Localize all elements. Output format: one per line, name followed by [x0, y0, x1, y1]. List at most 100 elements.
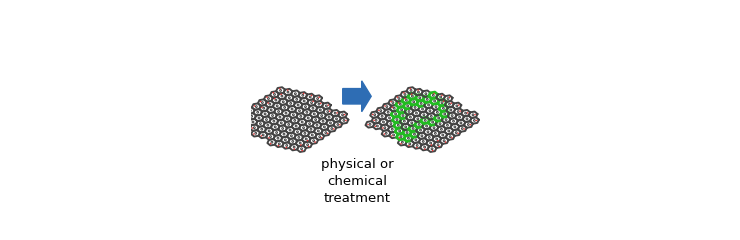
Circle shape — [270, 109, 272, 111]
Circle shape — [255, 132, 257, 134]
Circle shape — [408, 137, 409, 139]
Circle shape — [282, 128, 283, 129]
Circle shape — [278, 145, 279, 146]
Circle shape — [402, 115, 404, 116]
Circle shape — [287, 89, 289, 91]
Circle shape — [449, 136, 451, 138]
Circle shape — [287, 91, 289, 93]
Circle shape — [434, 132, 437, 134]
Circle shape — [367, 124, 369, 125]
Circle shape — [269, 136, 272, 138]
Circle shape — [275, 126, 276, 128]
Circle shape — [424, 120, 426, 121]
Circle shape — [329, 122, 332, 124]
Circle shape — [386, 106, 388, 108]
Circle shape — [286, 147, 287, 148]
Circle shape — [253, 133, 255, 135]
Circle shape — [428, 137, 430, 138]
Circle shape — [396, 119, 398, 120]
Circle shape — [266, 119, 267, 120]
Circle shape — [416, 112, 417, 114]
Circle shape — [415, 139, 417, 141]
Circle shape — [266, 96, 268, 98]
Circle shape — [312, 107, 314, 109]
Circle shape — [304, 132, 306, 134]
Circle shape — [311, 102, 312, 103]
Circle shape — [436, 138, 437, 140]
Circle shape — [261, 102, 263, 103]
Circle shape — [400, 103, 401, 105]
Circle shape — [327, 111, 329, 113]
Circle shape — [329, 116, 330, 118]
Circle shape — [311, 95, 312, 96]
Circle shape — [394, 107, 395, 109]
Circle shape — [296, 98, 297, 100]
Circle shape — [327, 132, 329, 134]
Circle shape — [322, 120, 324, 122]
Circle shape — [298, 110, 300, 112]
Circle shape — [272, 92, 274, 94]
Circle shape — [369, 124, 371, 125]
Circle shape — [413, 101, 414, 103]
Circle shape — [252, 121, 254, 123]
Circle shape — [306, 140, 308, 141]
Circle shape — [403, 120, 406, 122]
Circle shape — [419, 97, 421, 99]
Circle shape — [270, 143, 272, 144]
Circle shape — [382, 127, 383, 129]
Circle shape — [246, 125, 248, 127]
Circle shape — [342, 114, 343, 116]
Circle shape — [431, 148, 433, 150]
Circle shape — [320, 102, 321, 104]
Circle shape — [320, 137, 322, 138]
Circle shape — [404, 94, 406, 95]
Circle shape — [288, 124, 289, 125]
Circle shape — [443, 107, 444, 109]
Circle shape — [345, 120, 346, 121]
Circle shape — [313, 113, 315, 115]
Circle shape — [277, 137, 279, 139]
Circle shape — [258, 117, 260, 119]
Circle shape — [390, 123, 391, 125]
Circle shape — [237, 124, 238, 125]
Circle shape — [320, 115, 323, 116]
Circle shape — [439, 123, 441, 125]
Circle shape — [268, 98, 269, 99]
Circle shape — [373, 120, 375, 121]
Circle shape — [401, 109, 403, 111]
Circle shape — [393, 134, 394, 136]
Circle shape — [261, 107, 263, 108]
Circle shape — [440, 96, 442, 98]
Circle shape — [411, 94, 412, 95]
Circle shape — [381, 115, 383, 117]
Circle shape — [243, 114, 245, 116]
Circle shape — [399, 137, 400, 138]
Circle shape — [297, 104, 299, 106]
Circle shape — [412, 128, 414, 129]
Circle shape — [445, 141, 446, 143]
Circle shape — [451, 137, 453, 138]
Circle shape — [306, 144, 309, 146]
Circle shape — [417, 118, 419, 120]
Circle shape — [317, 98, 318, 100]
Circle shape — [283, 133, 285, 135]
Circle shape — [312, 134, 313, 136]
Circle shape — [411, 95, 414, 97]
Circle shape — [306, 111, 308, 113]
Circle shape — [241, 114, 243, 115]
Circle shape — [303, 100, 305, 102]
Circle shape — [427, 131, 429, 133]
Circle shape — [451, 102, 452, 104]
Circle shape — [343, 120, 345, 121]
Circle shape — [309, 96, 311, 98]
Circle shape — [293, 146, 295, 148]
Circle shape — [294, 120, 296, 121]
Circle shape — [281, 95, 283, 97]
Circle shape — [314, 141, 316, 143]
Circle shape — [274, 98, 275, 99]
Circle shape — [238, 124, 240, 125]
Circle shape — [418, 124, 420, 125]
Circle shape — [459, 116, 460, 118]
Circle shape — [408, 145, 410, 146]
Circle shape — [317, 130, 319, 132]
